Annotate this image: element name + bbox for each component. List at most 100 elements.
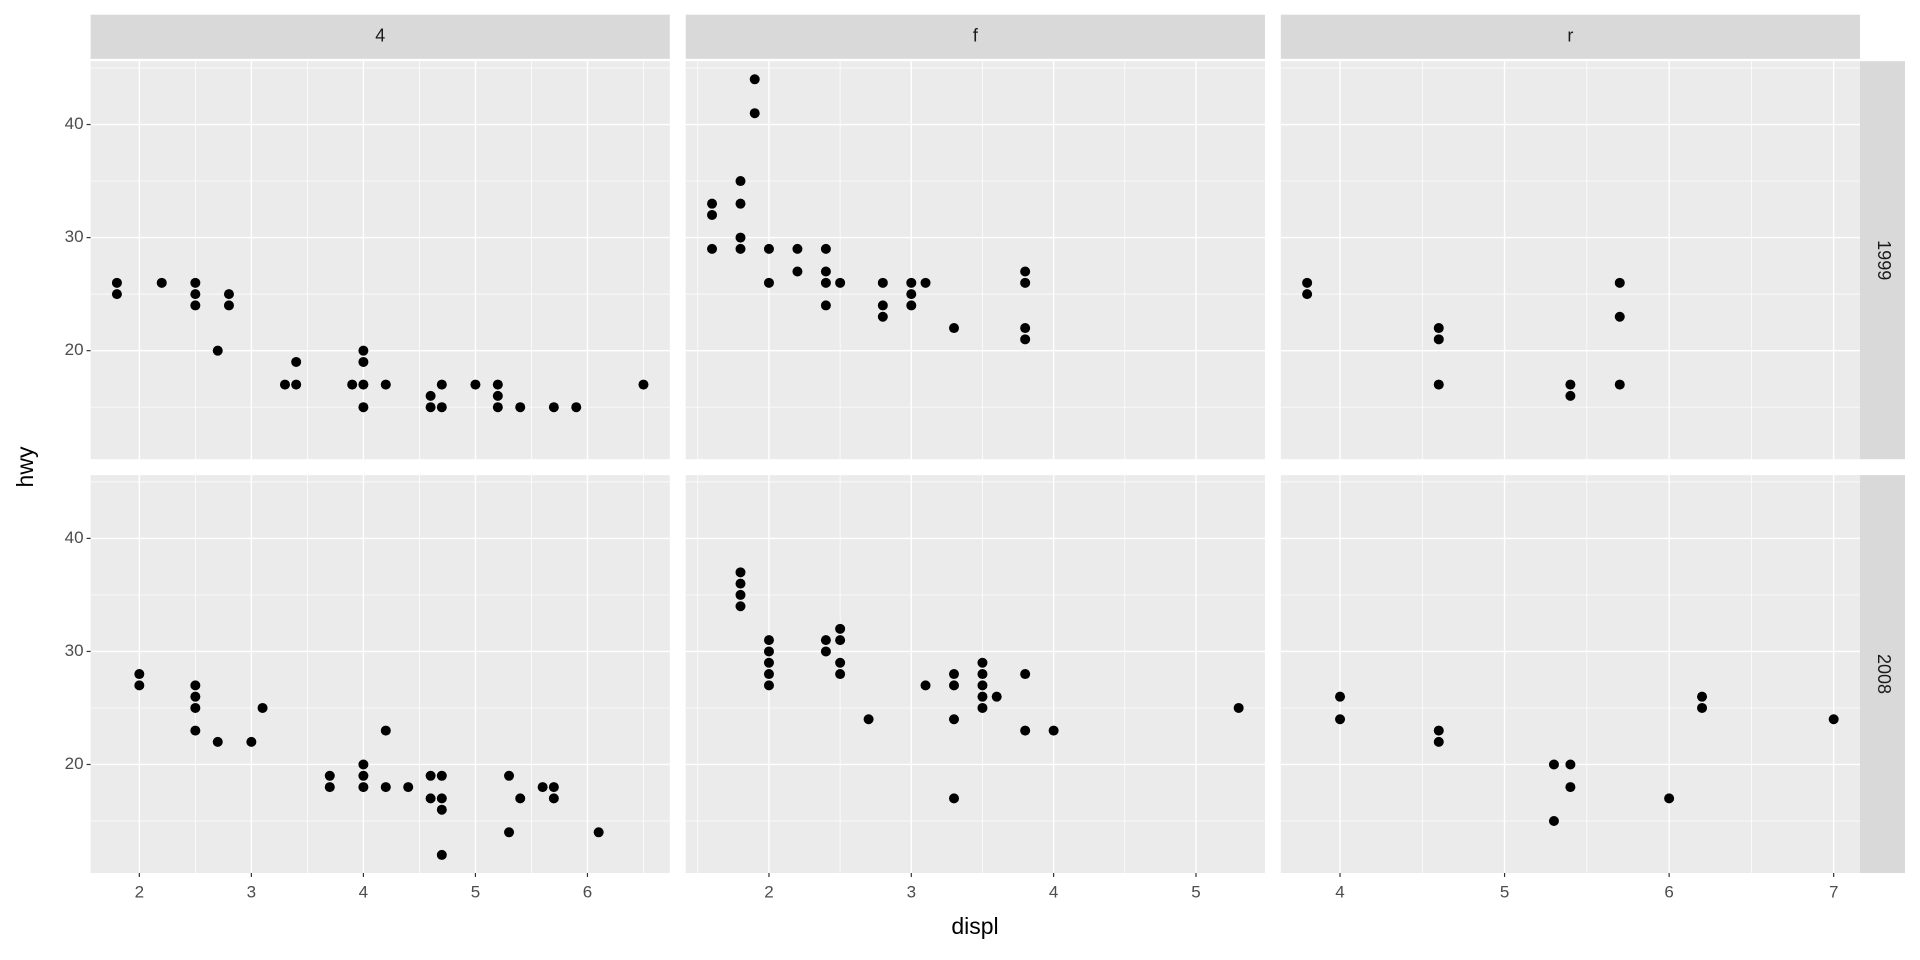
point <box>492 402 503 413</box>
point <box>358 402 369 413</box>
point <box>257 702 268 713</box>
point <box>749 74 760 85</box>
x-tick-label: 7 <box>1829 882 1838 901</box>
point <box>763 277 774 288</box>
point <box>877 277 888 288</box>
point <box>1433 334 1444 345</box>
point <box>920 680 931 691</box>
point <box>735 232 746 243</box>
point <box>1433 736 1444 747</box>
point <box>358 759 369 770</box>
point <box>1302 289 1313 300</box>
point <box>707 209 718 220</box>
point <box>906 289 917 300</box>
point <box>504 827 515 838</box>
point <box>1020 323 1031 334</box>
point <box>763 243 774 254</box>
point <box>820 635 831 646</box>
point <box>515 402 526 413</box>
point <box>425 793 436 804</box>
point <box>835 277 846 288</box>
point <box>190 691 201 702</box>
point <box>638 379 649 390</box>
point <box>425 402 436 413</box>
point <box>735 578 746 589</box>
row-strip <box>1860 475 1905 873</box>
point <box>358 356 369 367</box>
point <box>977 691 988 702</box>
point <box>1614 311 1625 322</box>
point <box>156 277 167 288</box>
point <box>735 601 746 612</box>
point <box>763 680 774 691</box>
x-tick-label: 5 <box>1191 882 1200 901</box>
x-axis-title: displ <box>951 913 998 939</box>
point <box>111 289 122 300</box>
point <box>1614 277 1625 288</box>
column-strip-label: 4 <box>375 26 385 46</box>
point <box>190 289 201 300</box>
panel-background <box>1280 475 1860 873</box>
point <box>820 277 831 288</box>
x-tick-label: 3 <box>247 882 256 901</box>
point <box>425 390 436 401</box>
point <box>1020 669 1031 680</box>
point <box>358 379 369 390</box>
point <box>948 714 959 725</box>
y-tick-label: 20 <box>65 340 84 359</box>
point <box>403 782 414 793</box>
point <box>134 680 145 691</box>
point <box>358 345 369 356</box>
point <box>291 379 302 390</box>
point <box>1433 323 1444 334</box>
point <box>1335 691 1346 702</box>
x-tick-label: 4 <box>1335 882 1344 901</box>
point <box>358 770 369 781</box>
point <box>906 277 917 288</box>
point <box>763 669 774 680</box>
column-strip <box>685 14 1265 59</box>
y-tick-label: 30 <box>65 641 84 660</box>
x-tick-label: 3 <box>907 882 916 901</box>
point <box>1565 759 1576 770</box>
point <box>835 623 846 634</box>
point <box>436 804 447 815</box>
point <box>991 691 1002 702</box>
point <box>436 402 447 413</box>
point <box>792 243 803 254</box>
point <box>792 266 803 277</box>
point <box>763 635 774 646</box>
point <box>425 770 436 781</box>
point <box>212 345 223 356</box>
point <box>977 702 988 713</box>
y-tick-label: 30 <box>65 227 84 246</box>
row-strip-label: 1999 <box>1874 240 1894 280</box>
point <box>1828 714 1839 725</box>
panel-background <box>685 61 1265 460</box>
point <box>948 669 959 680</box>
point <box>820 646 831 657</box>
point <box>492 390 503 401</box>
point <box>279 379 290 390</box>
x-tick-label: 4 <box>359 882 368 901</box>
point <box>735 243 746 254</box>
point <box>223 289 234 300</box>
point <box>324 782 335 793</box>
point <box>948 680 959 691</box>
point <box>548 782 559 793</box>
point <box>763 657 774 668</box>
point <box>1697 702 1708 713</box>
point <box>1302 277 1313 288</box>
point <box>1020 334 1031 345</box>
point <box>380 782 391 793</box>
point <box>707 198 718 209</box>
point <box>470 379 481 390</box>
point <box>436 793 447 804</box>
point <box>548 793 559 804</box>
y-tick-label: 40 <box>65 114 84 133</box>
point <box>190 680 201 691</box>
x-tick-label: 6 <box>1664 882 1673 901</box>
point <box>920 277 931 288</box>
x-tick-label: 2 <box>135 882 144 901</box>
